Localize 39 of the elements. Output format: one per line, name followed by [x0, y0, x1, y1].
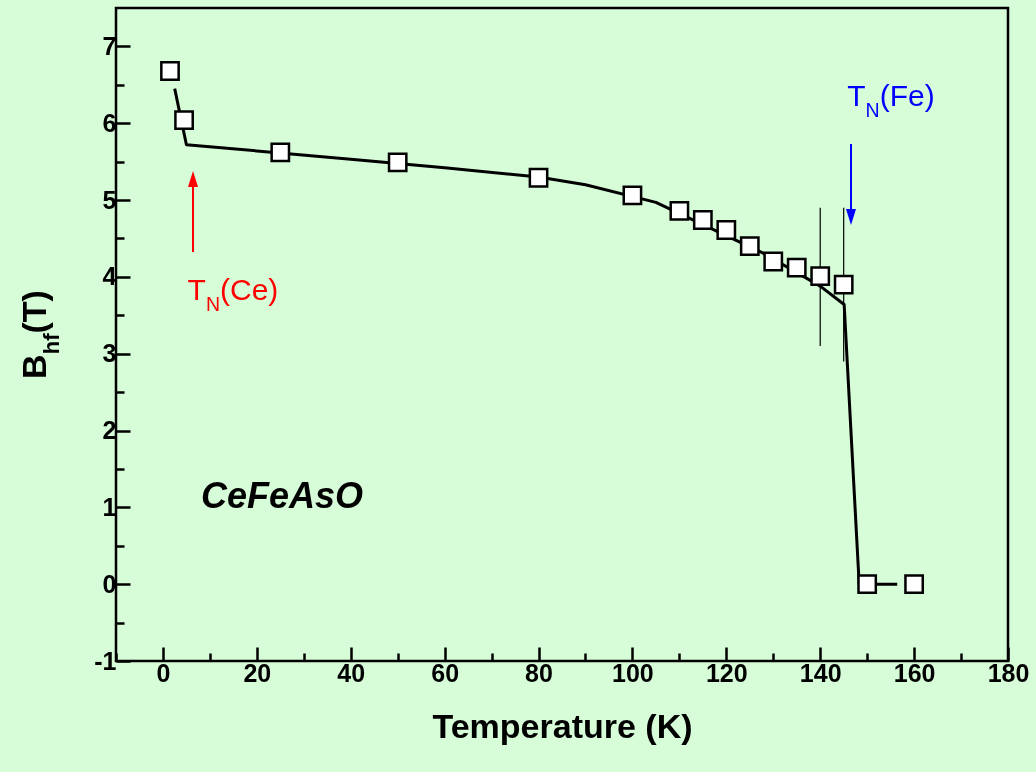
y-tick-label: 0	[102, 569, 117, 598]
point	[270, 142, 291, 163]
point	[786, 257, 807, 278]
y-tick-label: 6	[102, 108, 117, 137]
point	[174, 110, 194, 131]
point	[833, 274, 854, 295]
x-tick-label: 140	[799, 658, 842, 687]
point	[528, 167, 549, 188]
point	[622, 185, 643, 206]
y-tick-label: 2	[102, 416, 117, 445]
annotation: T$_{N}$(Ce)	[187, 273, 279, 315]
point	[904, 574, 925, 595]
point	[387, 152, 408, 173]
x-tick-label: 40	[337, 658, 366, 687]
point	[716, 220, 737, 240]
point	[739, 236, 760, 257]
point	[857, 574, 878, 595]
x-tick-label: 160	[893, 658, 936, 687]
x-tick-label: 120	[705, 658, 748, 687]
x-tick-label: 80	[525, 658, 553, 687]
y-tick-label: 4	[102, 262, 117, 291]
x-tick-label: 60	[431, 658, 460, 687]
annotation: T$_{N}$(Fe)	[847, 79, 935, 121]
y-tick-label: 1	[102, 492, 117, 521]
x-tick-label: 0	[156, 658, 171, 687]
point	[810, 266, 831, 287]
point	[763, 251, 784, 272]
annotation: CeFeAsO	[201, 475, 364, 516]
x-tick-label: 180	[987, 658, 1030, 687]
x-axis-title: Temperature (K)	[432, 706, 693, 745]
x-tick-label: 100	[612, 658, 654, 687]
y-tick-label: -1	[94, 646, 117, 675]
x-tick-label: 20	[243, 658, 272, 687]
point	[692, 210, 713, 230]
point	[160, 61, 180, 81]
y-tick-label: 3	[102, 339, 117, 368]
point	[669, 200, 690, 221]
y-tick-label: 7	[102, 31, 117, 60]
y-tick-label: 5	[102, 185, 117, 214]
